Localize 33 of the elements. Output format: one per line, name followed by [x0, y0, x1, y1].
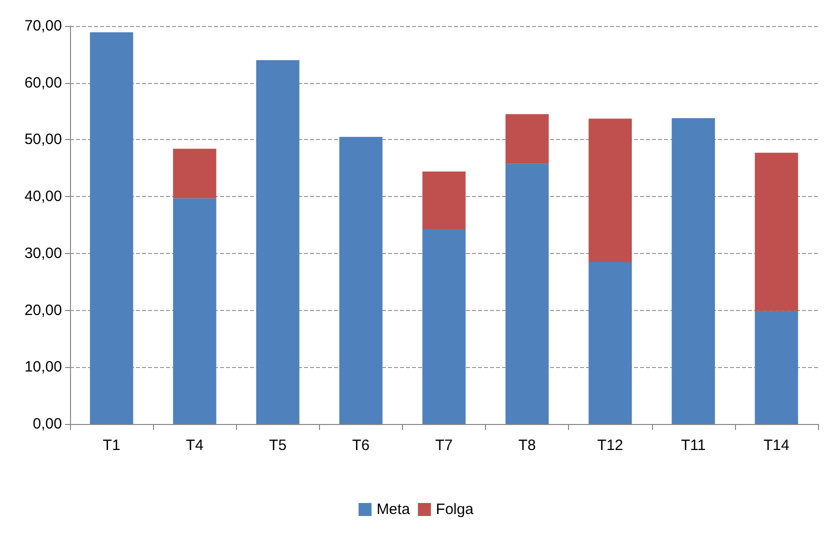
y-tick-label: 20,00: [24, 302, 62, 319]
x-tick-label: T1: [102, 437, 120, 454]
legend-label: Folga: [436, 501, 474, 518]
x-tick-label: T4: [186, 437, 204, 454]
bar: [754, 152, 798, 311]
x-tick-label: T6: [352, 437, 370, 454]
bar: [256, 60, 300, 424]
legend-label: Meta: [376, 501, 411, 518]
y-tick-label: 0,00: [32, 416, 62, 432]
bar: [173, 148, 216, 198]
bar: [506, 114, 549, 164]
x-tick-label: T8: [518, 437, 536, 454]
x-tick-label: T12: [597, 437, 624, 454]
bar: [754, 310, 798, 424]
bar: [588, 118, 632, 262]
bar: [506, 164, 549, 424]
bar: [588, 262, 632, 424]
y-tick-label: 10,00: [24, 358, 62, 376]
y-tick-label: 30,00: [24, 244, 62, 262]
x-tick-label: T7: [435, 437, 453, 454]
bar: [672, 118, 715, 424]
y-tick-label: 60,00: [24, 74, 62, 92]
x-tick-label: T14: [764, 437, 790, 454]
bar: [173, 198, 216, 424]
bar: [90, 32, 134, 424]
bar: [422, 228, 466, 424]
x-tick-label: T11: [680, 437, 706, 454]
y-tick-label: 40,00: [24, 188, 62, 206]
bar: [422, 172, 466, 229]
y-tick-label: 50,00: [24, 131, 62, 148]
bar: [339, 136, 382, 424]
x-tick-label: T5: [269, 437, 287, 454]
y-tick-label: 70,00: [24, 18, 62, 34]
